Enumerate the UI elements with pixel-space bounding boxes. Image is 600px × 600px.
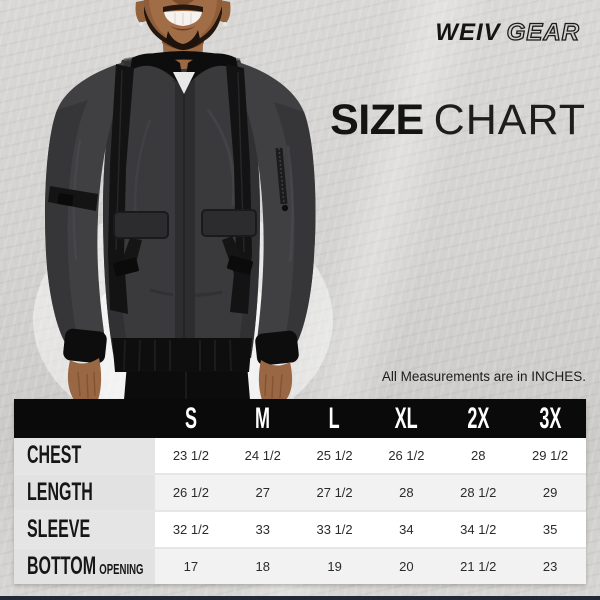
cell-bottom-2x: 21 1/2: [442, 549, 515, 584]
cell-sleeve-xl: 34: [370, 512, 443, 547]
brand-logo: WEIV GEAR: [435, 18, 580, 47]
cell-sleeve-3x: 35: [514, 512, 586, 547]
cell-sleeve-2x: 34 1/2: [442, 512, 515, 547]
cell-sleeve-s: 32 1/2: [155, 512, 227, 547]
cell-bottom-s: 17: [155, 549, 227, 584]
page-title-light: CHART: [433, 96, 586, 144]
row-label-length: LENGTH: [14, 475, 155, 510]
table-row-length: LENGTH 26 1/2 27 27 1/2 28 28 1/2 29: [14, 475, 586, 512]
table-row-bottom-opening: BOTTOM OPENING 17 18 19 20 21 1/2 23: [14, 549, 586, 584]
page-title-bold: SIZE: [330, 96, 424, 144]
brand-logo-outline: GEAR: [506, 18, 580, 46]
cell-bottom-l: 19: [298, 549, 371, 584]
cell-chest-xl: 26 1/2: [370, 438, 443, 473]
header-size-xl: XL: [394, 401, 418, 435]
cell-length-3x: 29: [514, 475, 586, 510]
brand-logo-solid: WEIV: [435, 19, 501, 46]
measurement-note: All Measurements are in INCHES.: [381, 369, 586, 384]
header-spacer: [14, 399, 155, 438]
cell-sleeve-l: 33 1/2: [298, 512, 371, 547]
cell-length-m: 27: [226, 475, 299, 510]
header-size-3x: 3X: [539, 401, 562, 435]
cell-chest-3x: 29 1/2: [514, 438, 586, 473]
row-label-chest: CHEST: [14, 438, 155, 473]
cell-bottom-m: 18: [226, 549, 299, 584]
size-chart-table: S M L XL 2X 3X CHEST 23 1/2 24 1/2 25 1/…: [14, 399, 586, 584]
header-size-s: S: [184, 401, 197, 435]
page-title: SIZE CHART: [330, 96, 586, 145]
cell-length-2x: 28 1/2: [442, 475, 515, 510]
cell-bottom-xl: 20: [370, 549, 443, 584]
cell-sleeve-m: 33: [226, 512, 299, 547]
cell-length-xl: 28: [370, 475, 443, 510]
size-table-header: S M L XL 2X 3X: [14, 399, 586, 438]
cell-chest-s: 23 1/2: [155, 438, 227, 473]
table-row-chest: CHEST 23 1/2 24 1/2 25 1/2 26 1/2 28 29 …: [14, 438, 586, 475]
cell-length-s: 26 1/2: [155, 475, 227, 510]
cell-chest-2x: 28: [442, 438, 515, 473]
cell-chest-m: 24 1/2: [226, 438, 299, 473]
bottom-border-line: [0, 596, 600, 600]
row-label-bottom-opening: BOTTOM OPENING: [14, 549, 155, 584]
cell-length-l: 27 1/2: [298, 475, 371, 510]
header-size-2x: 2X: [467, 401, 490, 435]
row-label-sleeve: SLEEVE: [14, 512, 155, 547]
header-size-m: M: [255, 401, 271, 435]
cell-chest-l: 25 1/2: [298, 438, 371, 473]
header-size-l: L: [329, 401, 341, 435]
table-row-sleeve: SLEEVE 32 1/2 33 33 1/2 34 34 1/2 35: [14, 512, 586, 549]
cell-bottom-3x: 23: [514, 549, 586, 584]
model-photo: [33, 0, 333, 400]
